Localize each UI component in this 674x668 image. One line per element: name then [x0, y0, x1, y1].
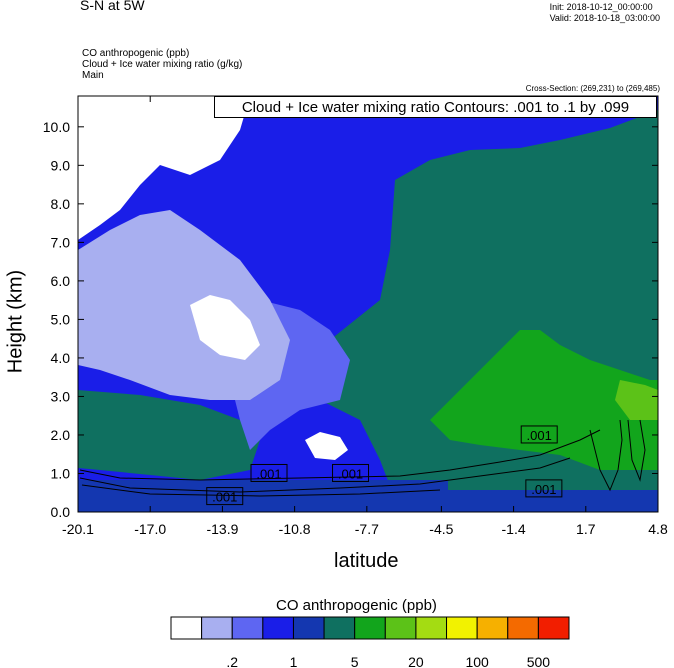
colorbar-swatch [231, 616, 264, 640]
y-axis-label: Height (km) [4, 269, 27, 374]
y-tick-label: 0.0 [51, 504, 71, 520]
contour-label-text: .001 [531, 482, 556, 497]
init-time: Init: 2018-10-12_00:00:00 [549, 2, 653, 12]
colorbar-tick-label: 20 [408, 654, 424, 668]
colorbar-tick-label: 1 [290, 654, 298, 668]
x-tick-label: -4.5 [429, 521, 453, 537]
colorbar-tick-label: 500 [527, 654, 551, 668]
colorbar: .2 1 5 20 100 500 [170, 616, 570, 668]
contour-label-text: .001 [527, 428, 552, 443]
colorbar-title: CO anthropogenic (ppb) [276, 597, 437, 614]
contour-label: .001 [520, 425, 558, 444]
y-tick-label: 6.0 [51, 273, 71, 289]
contour-label-text: .001 [338, 466, 363, 481]
colorbar-tick-label: 5 [351, 654, 359, 668]
contour-labels: .001 .001 .001 .001 .001 [206, 425, 563, 506]
y-tick-label: 5.0 [51, 311, 71, 327]
valid-time: Valid: 2018-10-18_03:00:00 [549, 13, 660, 23]
colorbar-swatch [384, 616, 417, 640]
contour-info-box: Cloud + Ice water mixing ratio Contours:… [214, 96, 657, 118]
contour-label-text: .001 [212, 490, 237, 505]
y-tick-label: 8.0 [51, 196, 71, 212]
y-tick-label: 3.0 [51, 388, 71, 404]
plot-title: S-N at 5W [80, 0, 145, 13]
axes: -20.1 -17.0 -13.9 -10.8 -7.7 -4.5 -1.4 1.7 4.8 0.… [43, 96, 668, 537]
x-tick-label: -17.0 [134, 521, 166, 537]
contour-label: .001 [206, 487, 244, 506]
colorbar-swatch [537, 616, 570, 640]
cross-section-label: Cross-Section: (269,231) to (269,485) [525, 84, 660, 93]
colorbar-swatch [323, 616, 356, 640]
field-domain: Main [82, 70, 104, 81]
colorbar-swatch [415, 616, 448, 640]
y-tick-label: 1.0 [51, 465, 71, 481]
colorbar-tick-label: .2 [226, 654, 238, 668]
x-axis-label: latitude [334, 550, 399, 572]
colorbar-swatch [446, 616, 478, 640]
x-tick-label: -1.4 [502, 521, 526, 537]
y-tick-label: 10.0 [43, 119, 70, 135]
x-tick-label: 4.8 [648, 521, 668, 537]
heatmap-field [78, 96, 658, 512]
field-co: CO anthropogenic (ppb) [82, 48, 190, 59]
colorbar-swatch [170, 616, 203, 640]
y-tick-label: 9.0 [51, 157, 71, 173]
contour-label: .001 [250, 463, 288, 482]
colorbar-swatch [201, 616, 233, 640]
colorbar-swatch [354, 616, 386, 640]
colorbar-swatch [476, 616, 509, 640]
contour-label: .001 [525, 479, 563, 498]
contour-label: .001 [332, 463, 370, 482]
colorbar-swatch [262, 616, 294, 640]
colorbar-swatch [507, 616, 539, 640]
x-tick-label: -7.7 [355, 521, 379, 537]
x-tick-label: -20.1 [62, 521, 94, 537]
contour-label-text: .001 [256, 466, 281, 481]
colorbar-swatch [292, 616, 325, 640]
y-tick-label: 7.0 [51, 234, 71, 250]
y-tick-label: 4.0 [51, 350, 71, 366]
y-tick-label: 2.0 [51, 427, 71, 443]
field-list: CO anthropogenic (ppb) Cloud + Ice water… [82, 48, 242, 81]
field-cloud: Cloud + Ice water mixing ratio (g/kg) [82, 59, 243, 70]
colorbar-tick-label: 100 [465, 654, 489, 668]
time-info: Init: 2018-10-12_00:00:00 Valid: 2018-10… [550, 2, 660, 24]
x-tick-label: -13.9 [206, 521, 238, 537]
x-tick-label: 1.7 [576, 521, 596, 537]
x-tick-label: -10.8 [279, 521, 311, 537]
